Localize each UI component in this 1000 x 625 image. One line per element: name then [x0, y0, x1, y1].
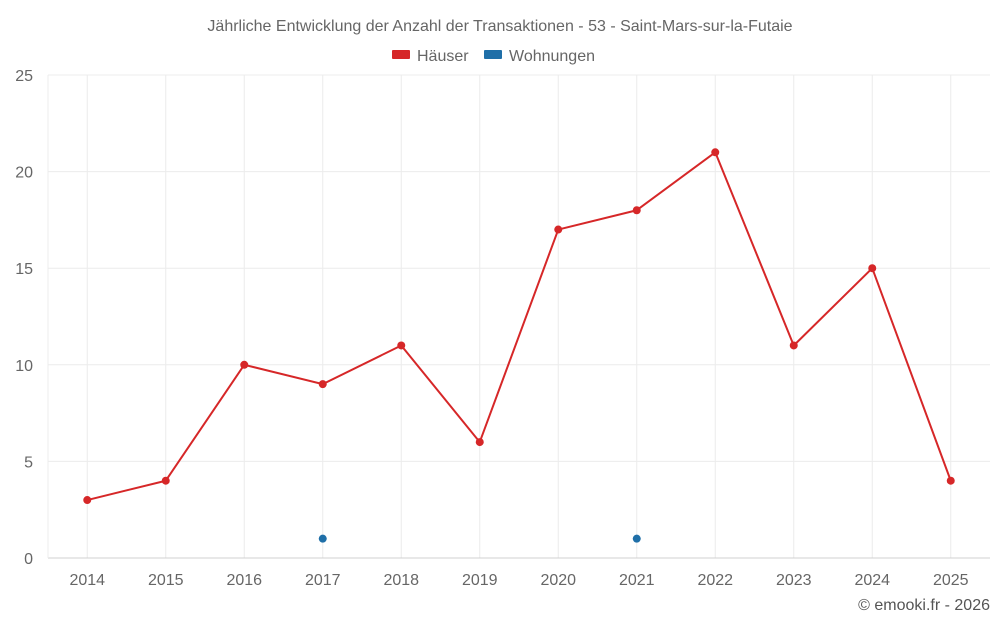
x-tick-label-2018: 2018	[383, 572, 419, 589]
series-wohnungen	[318, 534, 641, 543]
x-tick-label-2022: 2022	[697, 572, 733, 589]
legend-label-haeuser[interactable]: Häuser	[417, 48, 469, 65]
y-tick-label-10: 10	[15, 358, 33, 375]
legend-swatch-haeuser	[392, 50, 410, 59]
point-haeuser-2021[interactable]	[632, 206, 641, 215]
x-tick-label-2021: 2021	[619, 572, 655, 589]
x-tick-label-2017: 2017	[305, 572, 341, 589]
x-tick-label-2019: 2019	[462, 572, 498, 589]
x-tick-label-2023: 2023	[776, 572, 812, 589]
x-tick-label-2024: 2024	[854, 572, 890, 589]
x-tick-label-2015: 2015	[148, 572, 184, 589]
point-haeuser-2019[interactable]	[475, 438, 484, 447]
point-haeuser-2023[interactable]	[789, 341, 798, 350]
chart-title: Jährliche Entwicklung der Anzahl der Tra…	[207, 18, 792, 35]
point-haeuser-2015[interactable]	[161, 476, 170, 485]
series-line-haeuser	[87, 151, 952, 502]
point-haeuser-2025[interactable]	[946, 476, 955, 485]
point-haeuser-2018[interactable]	[397, 341, 406, 350]
x-tick-label-2020: 2020	[540, 572, 576, 589]
point-haeuser-2024[interactable]	[868, 264, 877, 273]
point-wohnungen-2021[interactable]	[632, 534, 641, 543]
y-tick-label-25: 25	[15, 68, 33, 85]
series-haeuser	[83, 148, 955, 505]
legend-swatch-wohnungen	[484, 50, 502, 59]
y-tick-label-15: 15	[15, 261, 33, 278]
x-tick-label-2014: 2014	[69, 572, 105, 589]
point-haeuser-2016[interactable]	[240, 360, 249, 369]
y-tick-label-20: 20	[15, 165, 33, 182]
point-haeuser-2020[interactable]	[554, 225, 563, 234]
point-haeuser-2014[interactable]	[83, 496, 92, 505]
legend-label-wohnungen[interactable]: Wohnungen	[509, 48, 595, 65]
credit-text: © emooki.fr - 2026	[858, 597, 990, 614]
x-tick-label-2016: 2016	[226, 572, 262, 589]
series	[83, 148, 955, 543]
x-tick-label-2025: 2025	[933, 572, 969, 589]
point-wohnungen-2017[interactable]	[318, 534, 327, 543]
y-tick-label-5: 5	[24, 454, 33, 471]
point-haeuser-2017[interactable]	[318, 380, 327, 389]
point-haeuser-2022[interactable]	[711, 148, 720, 157]
y-tick-label-0: 0	[24, 551, 33, 568]
grid	[48, 74, 990, 558]
legend: Häuser Wohnungen	[392, 48, 595, 65]
